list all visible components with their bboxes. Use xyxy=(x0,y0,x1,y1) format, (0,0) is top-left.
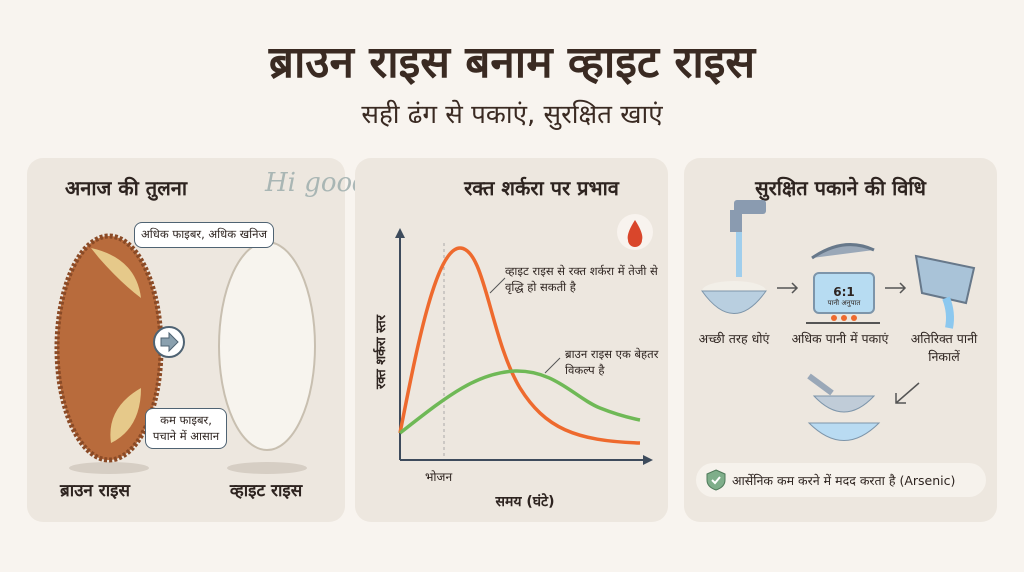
white-rice-grain-icon xyxy=(218,241,316,451)
y-axis-label: रक्त शर्करा स्तर xyxy=(374,314,389,390)
brown-rice-curve xyxy=(398,369,641,435)
brown-rice-annotation: ब्राउन राइस एक बेहतर विकल्प है xyxy=(565,347,659,378)
arsenic-note: आर्सेनिक कम करने में मदद करता है (Arseni… xyxy=(696,463,986,497)
shield-check-icon xyxy=(706,469,726,491)
blood-drop-icon xyxy=(627,220,643,247)
x-axis-label: समय (घंटे) xyxy=(495,494,555,510)
step-cook-label: अधिक पानी में पकाएं xyxy=(791,331,889,346)
white-rice-annotation: व्हाइट राइस से रक्त शर्करा में तेजी से व… xyxy=(505,264,658,295)
water-ratio: 6:1 xyxy=(833,285,855,299)
water-ratio-label: पानी अनुपात xyxy=(827,299,861,307)
blood-sugar-chart xyxy=(395,214,653,465)
brown-rice-label: ब्राउन राइस xyxy=(60,481,130,501)
tap-bowl-icon xyxy=(701,200,767,314)
cooking-steps-illustration xyxy=(701,200,976,441)
arsenic-note-text: आर्सेनिक कम करने में मदद करता है (Arseni… xyxy=(732,472,956,488)
step-drain-label: अतिरिक्त पानी निकालें xyxy=(910,331,978,364)
pour-pot-icon xyxy=(914,254,976,329)
grain-illustration xyxy=(54,233,316,474)
white-rice-curve xyxy=(398,246,641,445)
step-wash-label: अच्छी तरह धोएं xyxy=(698,331,770,346)
blood-sugar-panel: रक्त शर्करा पर प्रभाव व्हाइट राइस से रक्… xyxy=(355,158,668,522)
white-rice-label: व्हाइट राइस xyxy=(229,481,303,501)
page-title: ब्राउन राइस बनाम व्हाइट राइस xyxy=(268,37,756,88)
panel-title: अनाज की तुलना xyxy=(64,176,188,200)
pot-icon xyxy=(806,243,880,324)
safe-cooking-panel: सुरक्षित पकाने की विधि 6:1 पानी अनुपात अ… xyxy=(684,158,997,522)
panel-title: रक्त शर्करा पर प्रभाव xyxy=(464,176,619,200)
grain-comparison-panel: अनाज की तुलना अधिक फाइबर, अधिक खनिज कम फ… xyxy=(27,158,345,522)
panel-title: सुरक्षित पकाने की विधि xyxy=(755,176,926,200)
brown-rice-bubble: अधिक फाइबर, अधिक खनिज xyxy=(134,222,275,248)
strainer-icon xyxy=(807,373,881,441)
meal-marker-label: भोजन xyxy=(425,470,453,484)
page-subtitle: सही ढंग से पकाएं, सुरक्षित खाएं xyxy=(361,100,663,130)
white-rice-bubble: कम फाइबर, पचाने में आसान xyxy=(145,408,227,450)
